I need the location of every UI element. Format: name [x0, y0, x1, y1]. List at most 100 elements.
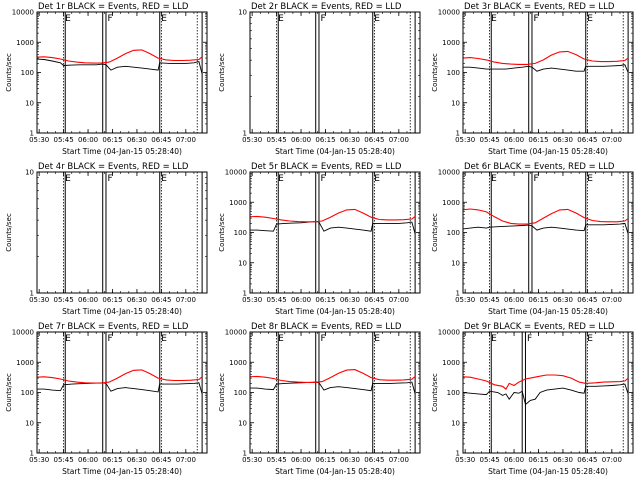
- series-line-lld: [37, 49, 203, 64]
- x-tick-label: 06:15: [102, 296, 122, 304]
- x-tick-label: 07:00: [602, 296, 622, 304]
- y-tick-label: 1: [243, 130, 247, 138]
- marker-label: F: [107, 334, 112, 344]
- x-tick-label: 06:45: [577, 456, 597, 464]
- y-tick-label: 1: [243, 290, 247, 298]
- x-tick-label: 06:45: [151, 136, 171, 144]
- chart-panel: Det 6r BLACK = Events, RED = LLD Counts/s…: [431, 162, 634, 316]
- marker-label: F: [527, 334, 532, 344]
- x-tick-label: 07:00: [602, 136, 622, 144]
- marker-label: E: [374, 334, 380, 344]
- x-tick-label: 06:45: [151, 456, 171, 464]
- plot-frame: [36, 11, 208, 134]
- x-tick-label: 06:00: [78, 136, 98, 144]
- series-group: [463, 208, 629, 235]
- x-tick-label: 06:30: [553, 456, 573, 464]
- y-tick-label: 100: [234, 389, 247, 397]
- x-tick-label: 06:30: [553, 136, 573, 144]
- x-tick-label: 05:45: [54, 136, 74, 144]
- series-line-lld: [250, 369, 416, 383]
- x-tick-label: 06:45: [364, 136, 384, 144]
- y-tick-label: 1000: [229, 199, 247, 207]
- x-tick-label: 05:45: [480, 136, 500, 144]
- y-tick-label: 10000: [438, 9, 460, 17]
- marker-label: E: [65, 14, 71, 24]
- y-axis-label: Counts/sec: [431, 213, 439, 252]
- x-tick-label: 06:45: [364, 296, 384, 304]
- series-group: [37, 49, 203, 75]
- chart-title: Det 5r BLACK = Events, RED = LLD: [251, 162, 402, 172]
- series-line-events: [250, 381, 416, 395]
- y-tick-label: 1000: [229, 359, 247, 367]
- x-axis-label: Start Time (04-Jan-15 05:28:40): [275, 147, 395, 156]
- x-tick-label: 05:30: [455, 296, 475, 304]
- x-tick-label: 06:15: [315, 136, 335, 144]
- plot-frame: [249, 171, 421, 294]
- x-tick-label: 05:30: [29, 136, 49, 144]
- marker-label: F: [320, 14, 325, 24]
- y-tick-label: 10: [238, 259, 247, 267]
- chart-panel: Det 8r BLACK = Events, RED = LLD Counts/s…: [218, 322, 421, 476]
- x-tick-label: 05:45: [480, 456, 500, 464]
- x-tick-label: 06:15: [528, 296, 548, 304]
- plot-frame: [462, 171, 634, 294]
- x-tick-label: 06:45: [577, 136, 597, 144]
- x-axis-label: Start Time (04-Jan-15 05:28:40): [488, 467, 608, 476]
- marker-label: E: [161, 334, 167, 344]
- series-group: [250, 208, 416, 235]
- marker-label: E: [491, 334, 497, 344]
- x-tick-label: 06:00: [504, 456, 524, 464]
- x-tick-label: 06:15: [102, 456, 122, 464]
- y-tick-label: 100: [21, 69, 34, 77]
- x-tick-label: 07:00: [389, 136, 409, 144]
- chart-title: Det 3r BLACK = Events, RED = LLD: [464, 2, 615, 12]
- marker-label: F: [107, 174, 112, 184]
- x-tick-label: 06:30: [553, 296, 573, 304]
- y-tick-label: 1000: [442, 359, 460, 367]
- x-tick-label: 06:00: [78, 296, 98, 304]
- series-group: [463, 50, 629, 73]
- x-tick-label: 06:00: [291, 136, 311, 144]
- x-tick-label: 05:30: [29, 456, 49, 464]
- x-tick-label: 07:00: [602, 456, 622, 464]
- y-tick-label: 1000: [442, 199, 460, 207]
- x-tick-label: 06:00: [291, 456, 311, 464]
- x-tick-label: 05:45: [267, 296, 287, 304]
- y-axis-label: Counts/sec: [431, 53, 439, 92]
- x-tick-label: 06:45: [151, 296, 171, 304]
- y-tick-label: 10000: [12, 329, 34, 337]
- series-line-lld: [37, 369, 203, 384]
- y-tick-label: 10: [451, 99, 460, 107]
- y-tick-label: 100: [234, 229, 247, 237]
- series-group: [250, 369, 416, 395]
- x-tick-label: 07:00: [176, 136, 196, 144]
- x-tick-label: 05:30: [242, 296, 262, 304]
- y-axis-label: Counts/sec: [5, 213, 13, 252]
- series-line-lld: [463, 50, 629, 65]
- x-tick-label: 07:00: [389, 456, 409, 464]
- x-tick-label: 06:45: [577, 296, 597, 304]
- x-tick-label: 05:30: [242, 456, 262, 464]
- marker-label: F: [533, 14, 538, 24]
- marker-label: F: [320, 334, 325, 344]
- x-tick-label: 06:30: [340, 136, 360, 144]
- x-tick-label: 05:45: [267, 136, 287, 144]
- y-tick-label: 10000: [438, 169, 460, 177]
- x-axis-label: Start Time (04-Jan-15 05:28:40): [62, 307, 182, 316]
- y-tick-label: 1: [30, 130, 34, 138]
- series-line-lld: [463, 374, 629, 390]
- y-axis-label: Counts/sec: [5, 53, 13, 92]
- x-tick-label: 05:45: [480, 296, 500, 304]
- x-tick-label: 05:45: [267, 456, 287, 464]
- y-tick-label: 1: [243, 450, 247, 458]
- x-tick-label: 06:30: [127, 296, 147, 304]
- y-tick-label: 100: [21, 389, 34, 397]
- y-tick-label: 10000: [225, 329, 247, 337]
- x-tick-label: 05:30: [455, 136, 475, 144]
- marker-label: E: [374, 174, 380, 184]
- y-tick-label: 10: [25, 99, 34, 107]
- x-tick-label: 06:00: [504, 296, 524, 304]
- chart-title: Det 4r BLACK = Events, RED = LLD: [38, 162, 189, 172]
- chart-panel: Det 4r BLACK = Events, RED = LLD Counts/s…: [5, 162, 208, 316]
